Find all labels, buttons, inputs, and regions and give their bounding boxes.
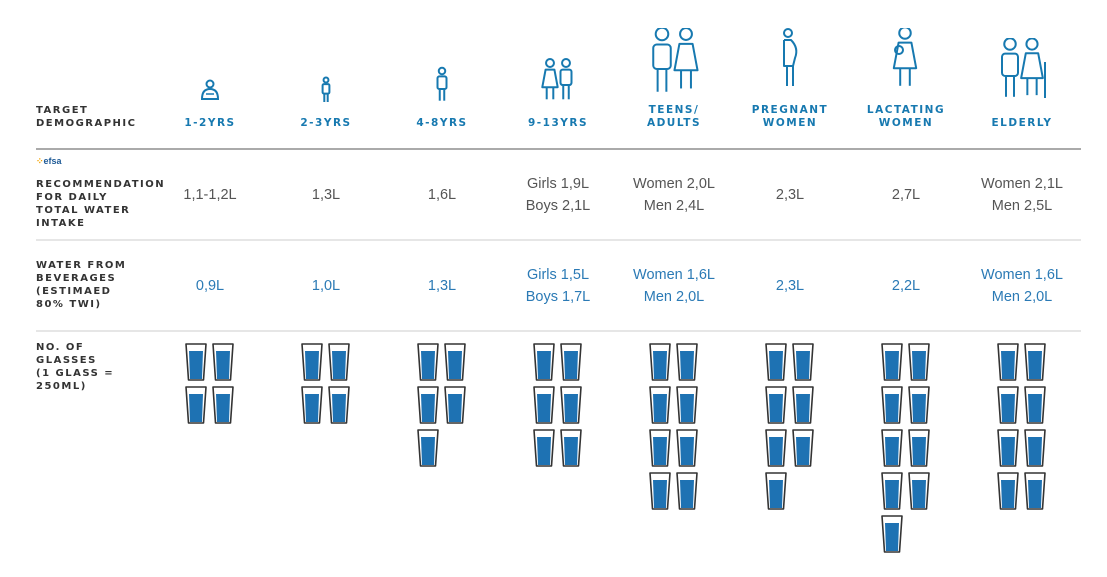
water-glass-icon (908, 386, 930, 424)
table-cell: 1,3L (311, 187, 341, 203)
water-glass-icon (881, 429, 903, 467)
water-glass-icon (765, 472, 787, 510)
woman-with-baby-icon (892, 28, 918, 86)
water-glass-icon (212, 343, 234, 381)
water-glass-icon (560, 429, 582, 467)
water-glass-icon (301, 386, 323, 424)
column-header: TEENS/ ADULTS (646, 104, 702, 129)
row-label-glasses: NO. OF GLASSES (1 GLASS = 250ML) (36, 342, 115, 392)
water-glass-icon (881, 386, 903, 424)
column-header: PREGNANT WOMEN (751, 104, 829, 129)
water-glass-icon (765, 343, 787, 381)
water-glass-icon (997, 343, 1019, 381)
water-glass-icon (1024, 472, 1046, 510)
water-glass-icon (328, 386, 350, 424)
table-cell: 2,3L (775, 278, 805, 294)
water-glass-icon (328, 343, 350, 381)
column-header: 1-2YRS (184, 117, 236, 129)
water-glass-icon (908, 343, 930, 381)
water-glass-icon (444, 343, 466, 381)
efsa-logo: ⁘efsa (36, 156, 62, 166)
row-divider-1 (36, 239, 1081, 241)
table-cell: 1,0L (311, 278, 341, 294)
water-glass-icon (676, 386, 698, 424)
table-cell: Women 2,0L Men 2,4L (633, 176, 715, 214)
water-glass-icon (908, 429, 930, 467)
water-glass-icon (560, 386, 582, 424)
column-header: ELDERLY (991, 117, 1053, 129)
child-icon (321, 76, 331, 102)
toddler-icon (200, 79, 220, 100)
water-glass-icon (417, 343, 439, 381)
table-cell: Women 2,1L Men 2,5L (981, 176, 1063, 214)
water-glass-icon (765, 429, 787, 467)
water-glass-icon (1024, 343, 1046, 381)
row-label-target-demographic: TARGET DEMOGRAPHIC (36, 105, 137, 129)
column-header: LACTATING WOMEN (866, 104, 946, 129)
elderly-couple-icon (1001, 38, 1046, 98)
water-glass-icon (649, 343, 671, 381)
water-glass-icon (417, 386, 439, 424)
water-glass-icon (997, 429, 1019, 467)
water-glass-icon (649, 472, 671, 510)
table-cell: 1,6L (427, 187, 457, 203)
table-cell: 2,3L (775, 187, 805, 203)
water-glass-icon (533, 429, 555, 467)
water-glass-icon (881, 472, 903, 510)
column-header: 2-3YRS (300, 117, 352, 129)
water-glass-icon (881, 343, 903, 381)
water-glass-icon (676, 472, 698, 510)
table-cell: 1,1-1,2L (183, 187, 237, 203)
water-glass-icon (997, 386, 1019, 424)
water-glass-icon (185, 386, 207, 424)
table-cell: 2,2L (891, 278, 921, 294)
water-glass-icon (649, 429, 671, 467)
water-glass-icon (765, 386, 787, 424)
table-cell: Girls 1,5L Boys 1,7L (525, 267, 591, 305)
table-cell: 2,7L (891, 187, 921, 203)
table-cell: 0,9L (195, 278, 225, 294)
water-glass-icon (533, 343, 555, 381)
water-glass-icon (908, 472, 930, 510)
column-header: 4-8YRS (416, 117, 468, 129)
pregnant-woman-icon (783, 28, 798, 86)
water-glass-icon (185, 343, 207, 381)
column-header: 9-13YRS (527, 117, 589, 129)
row-divider-2 (36, 330, 1081, 332)
water-glass-icon (417, 429, 439, 467)
header-divider (36, 148, 1081, 150)
water-glass-icon (1024, 429, 1046, 467)
water-glass-icon (881, 515, 903, 553)
water-glass-icon (997, 472, 1019, 510)
table-cell: Women 1,6L Men 2,0L (633, 267, 715, 305)
row-label-beverages: WATER FROM BEVERAGES (ESTIMAED 80% TWI) (36, 260, 127, 310)
man-woman-icon (652, 28, 699, 92)
water-glass-icon (676, 343, 698, 381)
water-glass-icon (792, 386, 814, 424)
water-glass-icon (792, 429, 814, 467)
water-glass-icon (560, 343, 582, 381)
child-icon (436, 66, 448, 101)
table-cell: 1,3L (427, 278, 457, 294)
water-glass-icon (301, 343, 323, 381)
table-cell: Women 1,6L Men 2,0L (981, 267, 1063, 305)
water-glass-icon (649, 386, 671, 424)
water-glass-icon (533, 386, 555, 424)
water-glass-icon (676, 429, 698, 467)
water-glass-icon (212, 386, 234, 424)
water-glass-icon (792, 343, 814, 381)
water-glass-icon (1024, 386, 1046, 424)
girl-boy-icon (541, 58, 573, 100)
water-glass-icon (444, 386, 466, 424)
table-cell: Girls 1,9L Boys 2,1L (525, 176, 591, 214)
row-label-recommendation: RECOMMENDATION FOR DAILY TOTAL WATER INT… (36, 179, 166, 229)
